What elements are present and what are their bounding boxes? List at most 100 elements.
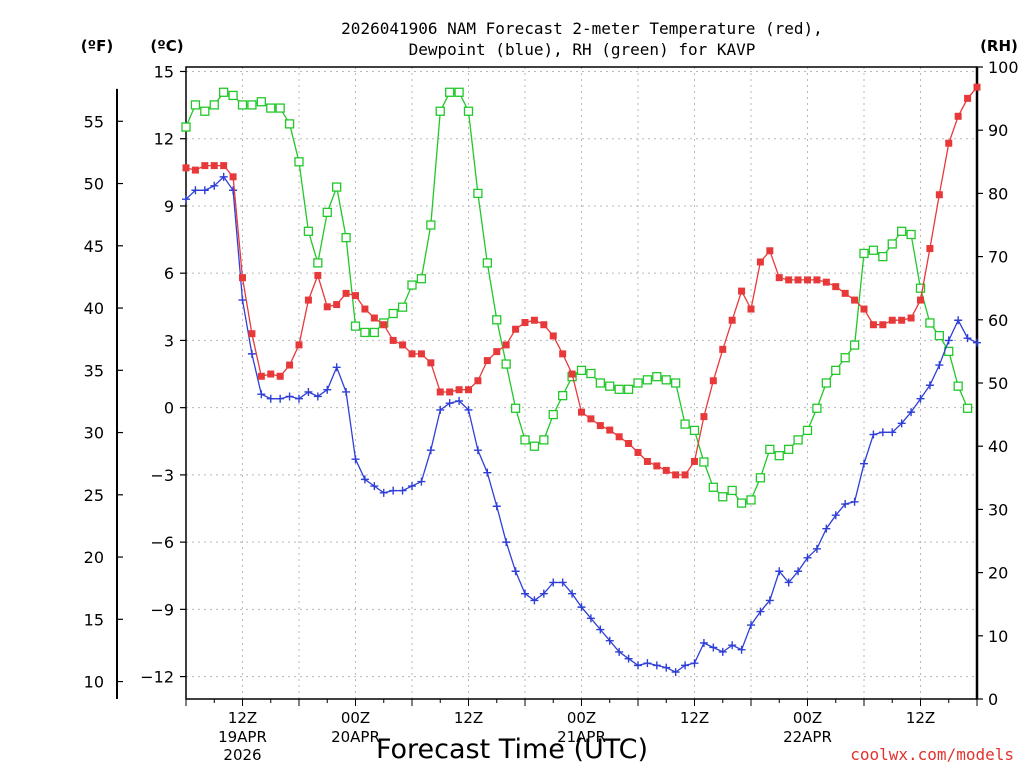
dewpoint-point [935,361,944,370]
temperature-point [286,361,294,369]
temperature-point [568,370,576,378]
temperature-point [935,191,943,199]
dewpoint-point [549,578,558,587]
dewpoint-point [257,390,266,399]
dewpoint-point [671,668,680,677]
x-tick-label: 00Z [341,709,370,727]
temperature-point [399,341,407,349]
rh-tick-label: 0 [988,690,998,709]
dewpoint-point [426,446,435,455]
dewpoint-point [182,195,190,204]
temperature-point [191,166,199,174]
rh-point [294,157,304,167]
temperature-point [361,305,369,313]
rh-point [746,495,756,505]
rh-point [652,372,662,382]
rh-tick-label: 90 [988,121,1008,140]
temperature-point [917,296,924,304]
rh-tick-label: 40 [988,437,1008,456]
rh-point [520,435,530,445]
dewpoint-point [784,578,793,587]
dewpoint-point [765,596,774,605]
dewpoint-point [285,392,294,401]
rh-point [755,473,766,483]
rh-point [623,384,634,394]
rh-tick-label: 60 [988,311,1008,330]
rh-point [510,403,521,413]
rh-point [699,457,709,467]
celsius-tick-label: 12 [154,130,174,149]
rh-point [595,378,605,388]
rh-point [821,378,831,388]
temperature-point [239,274,246,282]
dewpoint-point [831,511,840,520]
dewpoint-point [455,396,464,405]
rh-tick-label: 70 [988,248,1008,267]
x-tick-label: 00Z [567,709,596,727]
temperature-point [436,388,444,396]
rh-point [915,283,926,293]
chart-title-line2: Dewpoint (blue), RH (green) for KAVP [409,40,756,59]
dewpoint-point [323,385,332,394]
temperature-point [417,350,425,358]
temperature-point [210,162,218,170]
dewpoint-point [304,387,313,396]
rh-point [840,353,850,363]
rh-series [181,87,973,508]
dewpoint-point [229,186,238,195]
rh-point [689,425,700,436]
credit-text[interactable]: coolwx.com/models [850,745,1014,764]
rh-point [934,330,944,341]
dewpoint-point [210,181,219,190]
x-tick-year-label: 2026 [223,746,261,764]
rh-point [765,444,775,455]
chart-title-line1: 2026041906 NAM Forecast 2-meter Temperat… [341,19,823,38]
dewpoint-point [803,553,812,562]
temperature-point [201,162,209,170]
dewpoint-point [944,336,953,345]
temperature-point [229,173,237,181]
dewpoint-point [464,405,473,414]
temperature-point [248,330,256,338]
rh-point [181,122,191,132]
temperature-point [304,296,312,304]
rh-point [614,384,624,394]
dewpoint-point [247,349,256,358]
rh-point [228,90,238,101]
dewpoint-point [615,647,624,656]
dewpoint-point [643,659,652,668]
temperature-point [964,94,972,102]
dewpoint-point [379,488,388,497]
temperature-point [860,305,868,313]
rh-tick-label: 20 [988,564,1008,583]
dewpoint-point [822,524,831,533]
dewpoint-point [869,430,878,439]
rh-point [868,245,879,255]
rh-point [463,106,474,116]
temperature-point [182,164,190,172]
rh-point [680,419,690,429]
rh-point [200,106,210,116]
dewpoint-point [662,663,671,672]
dewpoint-point [568,589,577,598]
rh-point [718,492,728,502]
rh-point [360,327,370,338]
fahrenheit-tick-label: 10 [84,673,104,692]
dewpoint-point [878,428,887,437]
rh-point [322,207,332,218]
rh-point [190,100,201,110]
celsius-tick-label: −12 [140,668,174,687]
rh-point [407,280,417,290]
dewpoint-point [483,468,492,477]
rh-point [962,403,973,413]
dewpoint-point [709,643,718,652]
dewpoint-point [351,455,360,464]
temperature-point [446,388,454,396]
rh-point [332,182,342,192]
dewpoint-point [954,316,963,325]
temperature-point [945,139,953,147]
dewpoint-point [492,502,501,511]
rh-point [736,498,747,508]
rh-point [642,375,653,385]
